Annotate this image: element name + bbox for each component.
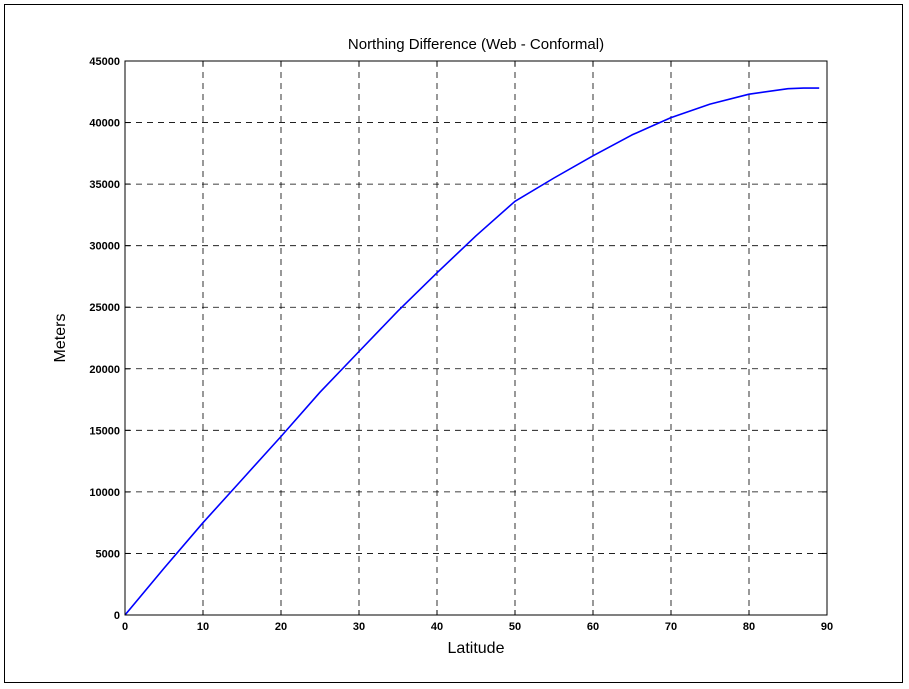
y-tick-label: 5000 (96, 548, 120, 560)
line-chart: 0 10 20 30 40 50 60 70 80 90 0 5000 10000 15000 20000 2… (52, 36, 833, 657)
plot-area (125, 61, 827, 615)
x-tick-label: 50 (509, 621, 521, 633)
axis-ticks: 0 10 20 30 40 50 60 70 80 90 0 5000 10000 15000 20000 2… (89, 56, 833, 633)
chart-title: Northing Difference (Web - Conformal) (348, 36, 604, 53)
y-tick-label: 25000 (89, 302, 120, 314)
series-line (124, 87, 820, 616)
y-tick-label: 10000 (89, 487, 120, 499)
grid-lines (125, 61, 827, 615)
y-tick-label: 0 (114, 610, 120, 622)
x-tick-label: 20 (275, 621, 287, 633)
x-tick-label: 80 (743, 621, 755, 633)
y-tick-label: 30000 (89, 241, 120, 253)
y-tick-label: 45000 (89, 56, 120, 68)
y-tick-label: 20000 (89, 364, 120, 376)
plot-border (124, 60, 828, 616)
y-axis-label: Meters (52, 314, 69, 363)
x-tick-label: 10 (197, 621, 209, 633)
x-tick-label: 40 (431, 621, 443, 633)
x-tick-label: 70 (665, 621, 677, 633)
y-tick-label: 15000 (89, 425, 120, 437)
series-lines (124, 87, 820, 616)
x-tick-label: 0 (122, 621, 128, 633)
x-tick-label: 60 (587, 621, 599, 633)
x-axis-label: Latitude (448, 640, 505, 657)
x-tick-label: 30 (353, 621, 365, 633)
y-tick-label: 40000 (89, 118, 120, 130)
y-tick-label: 35000 (89, 179, 120, 191)
figure-frame: 0 10 20 30 40 50 60 70 80 90 0 5000 10000 15000 20000 2… (4, 4, 903, 683)
x-tick-label: 90 (821, 621, 833, 633)
